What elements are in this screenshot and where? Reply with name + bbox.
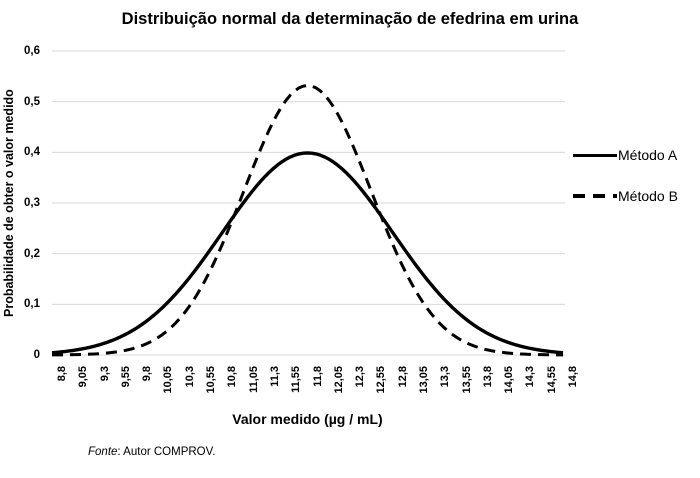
legend-label-metodo-b: Método B [618,188,678,204]
legend-label-metodo-a: Método A [618,147,678,163]
source-note: Fonte: Autor COMPROV. [88,446,215,458]
legend: Método A Método B [573,147,678,229]
chart-title: Distribuição normal da determinação de e… [121,10,579,28]
y-tick-label: 0,6 [24,45,40,57]
legend-line-dashed-icon [573,194,617,198]
x-axis-title: Valor medido (µg / mL) [232,411,383,427]
legend-line-solid-icon [573,153,617,157]
source-text: : Autor COMPROV. [117,446,216,458]
y-tick-label: 0,5 [24,95,40,108]
legend-item-metodo-a: Método A [573,147,678,163]
y-tick-label: 0,4 [24,146,40,159]
source-label: Fonte [88,446,118,458]
y-tick-label: 0,1 [24,298,40,311]
y-tick-label: 0,3 [24,197,40,209]
legend-item-metodo-b: Método B [573,188,678,204]
y-tick-label: 0,2 [24,247,40,260]
y-tick-label: 0 [33,349,40,361]
curve-método-a [51,151,564,355]
curve-método-b [51,84,564,357]
